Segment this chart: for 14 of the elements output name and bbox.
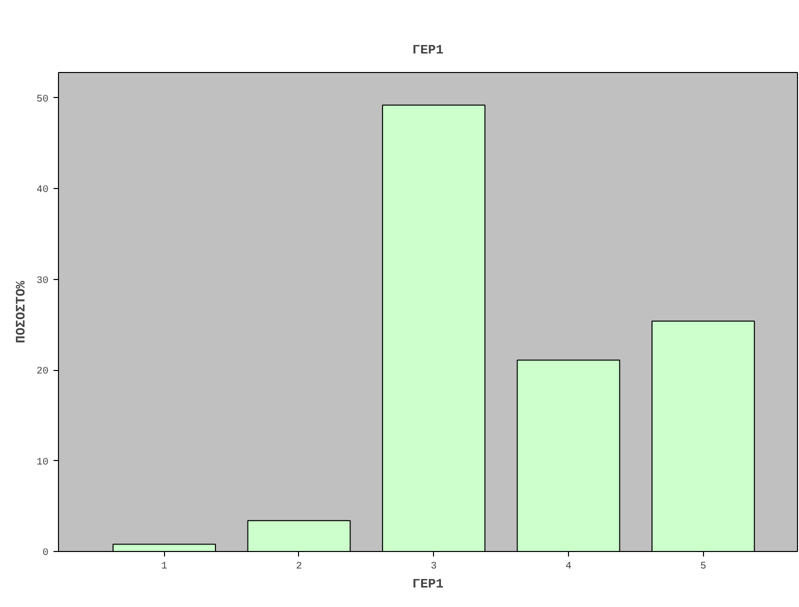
x-tick-label: 3 xyxy=(430,562,437,572)
y-tick-label: 30 xyxy=(36,276,49,287)
chart-title: ΓΕΡ1 xyxy=(412,42,444,58)
x-tick-label: 5 xyxy=(700,562,706,572)
y-tick-label: 10 xyxy=(36,457,49,468)
x-tick-label: 2 xyxy=(296,562,302,572)
y-tick-label: 50 xyxy=(36,94,49,106)
y-tick-label: 40 xyxy=(36,185,49,196)
y-tick-label: 0 xyxy=(42,548,49,559)
x-tick-label: 1 xyxy=(161,562,168,572)
x-tick-label: 4 xyxy=(565,562,572,572)
x-axis-title: ΓΕΡ1 xyxy=(412,576,444,592)
y-tick-label: 20 xyxy=(36,366,49,378)
y-axis-title: ΠΟΣΟΣΤΟ% xyxy=(14,280,28,344)
